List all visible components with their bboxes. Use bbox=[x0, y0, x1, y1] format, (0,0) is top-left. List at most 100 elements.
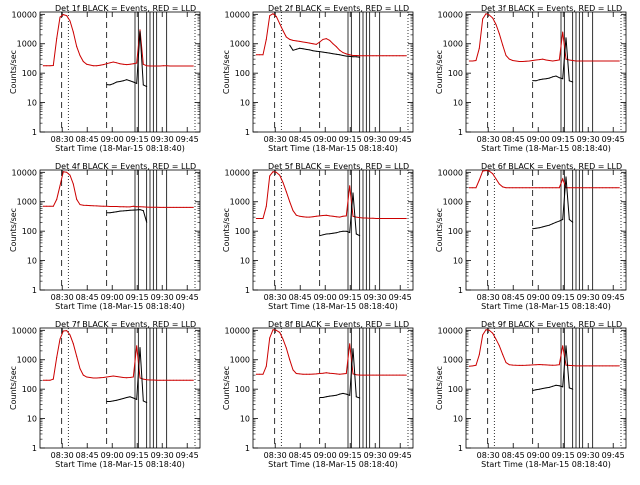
data-point-lld bbox=[332, 215, 334, 217]
data-point-lld bbox=[572, 187, 574, 189]
data-point-events bbox=[349, 55, 351, 57]
data-point-lld bbox=[618, 365, 620, 367]
series-line-events bbox=[319, 192, 360, 237]
data-point-lld bbox=[285, 347, 287, 349]
data-point-lld bbox=[545, 187, 547, 189]
data-point-events bbox=[142, 400, 144, 402]
data-point-lld bbox=[179, 65, 181, 67]
y-tick-label: 100 bbox=[235, 385, 250, 394]
data-point-lld bbox=[548, 60, 550, 61]
plot-title: Det 6f BLACK = Events, RED = LLD bbox=[481, 162, 622, 171]
data-point-lld bbox=[369, 55, 371, 57]
data-point-lld bbox=[96, 205, 98, 207]
data-point-lld bbox=[86, 204, 88, 206]
y-tick-label: 100 bbox=[22, 69, 37, 78]
x-tick-label: 08:45 bbox=[502, 451, 525, 460]
data-point-lld bbox=[562, 31, 564, 33]
data-point-lld bbox=[282, 338, 284, 340]
data-point-lld bbox=[382, 218, 384, 219]
data-point-lld bbox=[592, 365, 594, 367]
data-point-lld bbox=[62, 330, 64, 332]
data-point-events bbox=[319, 51, 321, 53]
plot-title: Det 8f BLACK = Events, RED = LLD bbox=[268, 320, 409, 329]
y-tick-label: 1 bbox=[245, 444, 250, 453]
data-point-lld bbox=[512, 364, 514, 366]
data-point-events bbox=[129, 80, 131, 82]
data-point-lld bbox=[265, 205, 267, 207]
data-point-events bbox=[345, 230, 347, 232]
data-point-lld bbox=[142, 206, 144, 208]
data-point-lld bbox=[582, 60, 584, 62]
x-tick-label: 08:30 bbox=[264, 135, 287, 144]
data-point-lld bbox=[152, 65, 154, 67]
data-point-events bbox=[136, 82, 138, 84]
data-point-lld bbox=[149, 379, 151, 381]
data-point-lld bbox=[139, 377, 141, 379]
data-point-events bbox=[572, 81, 574, 83]
data-point-lld bbox=[555, 364, 557, 366]
data-point-lld bbox=[379, 55, 381, 57]
plot-title: Det 4f BLACK = Events, RED = LLD bbox=[55, 162, 196, 171]
data-point-lld bbox=[585, 187, 587, 189]
x-tick-label: 09:30 bbox=[151, 293, 174, 302]
data-point-lld bbox=[522, 364, 524, 366]
data-point-events bbox=[555, 75, 557, 77]
y-tick-label: 1000 bbox=[443, 198, 463, 207]
x-tick-label: 09:30 bbox=[364, 451, 387, 460]
data-point-events bbox=[542, 78, 544, 80]
data-point-events bbox=[349, 232, 351, 233]
data-point-lld bbox=[76, 46, 78, 48]
data-point-lld bbox=[136, 206, 138, 208]
data-point-lld bbox=[525, 60, 527, 62]
data-point-lld bbox=[618, 187, 620, 189]
y-tick-label: 100 bbox=[448, 69, 463, 78]
plot-frame bbox=[252, 169, 414, 291]
data-point-lld bbox=[262, 54, 264, 56]
data-point-lld bbox=[379, 218, 381, 219]
data-point-events bbox=[315, 50, 317, 52]
plot-frame bbox=[465, 11, 627, 133]
data-point-lld bbox=[315, 373, 317, 375]
data-point-lld bbox=[112, 206, 114, 207]
data-point-lld bbox=[76, 355, 78, 357]
data-point-lld bbox=[192, 379, 194, 381]
data-point-lld bbox=[522, 61, 524, 62]
data-point-lld bbox=[512, 60, 514, 61]
y-tick-label: 1 bbox=[245, 128, 250, 137]
x-tick-label: 08:45 bbox=[76, 135, 99, 144]
data-point-lld bbox=[495, 338, 497, 340]
data-point-lld bbox=[292, 210, 294, 212]
y-tick-label: 1 bbox=[458, 286, 463, 295]
data-point-lld bbox=[109, 62, 111, 64]
data-point-lld bbox=[189, 65, 191, 67]
data-point-lld bbox=[405, 218, 407, 219]
data-point-lld bbox=[335, 46, 337, 48]
data-point-lld bbox=[542, 58, 544, 60]
data-point-lld bbox=[166, 65, 168, 67]
y-tick-label: 10000 bbox=[438, 326, 463, 335]
data-point-events bbox=[112, 400, 114, 402]
data-point-lld bbox=[96, 377, 98, 379]
data-point-lld bbox=[595, 365, 597, 367]
data-point-events bbox=[552, 76, 554, 78]
data-point-lld bbox=[299, 40, 301, 42]
y-tick-label: 10 bbox=[27, 99, 37, 108]
data-point-events bbox=[146, 86, 148, 88]
data-point-lld bbox=[156, 206, 158, 208]
data-point-lld bbox=[525, 364, 527, 366]
data-point-lld bbox=[186, 65, 188, 67]
data-point-lld bbox=[488, 170, 490, 172]
data-point-events bbox=[339, 54, 341, 56]
data-point-lld bbox=[332, 43, 334, 45]
data-point-lld bbox=[475, 60, 477, 61]
data-point-lld bbox=[399, 374, 401, 376]
data-point-lld bbox=[42, 379, 44, 381]
x-tick-label: 09:00 bbox=[527, 451, 550, 460]
data-point-lld bbox=[309, 216, 311, 218]
data-point-lld bbox=[352, 55, 354, 56]
data-point-lld bbox=[49, 205, 51, 207]
data-point-lld bbox=[505, 362, 507, 364]
data-point-lld bbox=[66, 330, 68, 332]
data-point-lld bbox=[535, 187, 537, 189]
